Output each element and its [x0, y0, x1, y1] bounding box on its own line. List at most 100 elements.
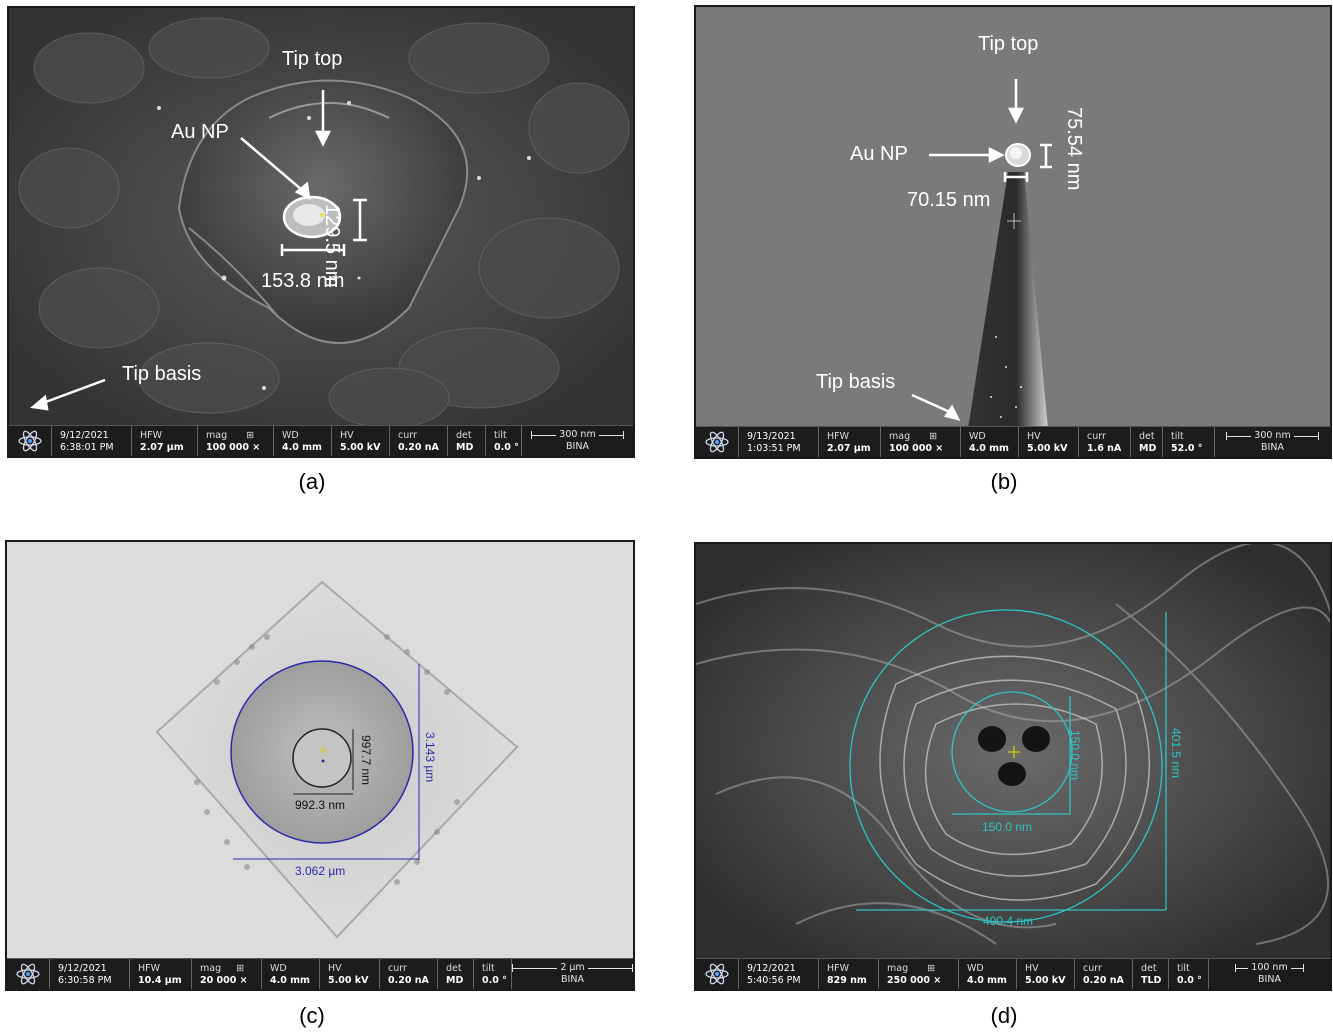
bar-date: 9/13/2021	[747, 430, 796, 442]
bar-curr-label: curr	[388, 962, 407, 974]
bar-date: 9/12/2021	[60, 429, 109, 441]
bar-time: 6:38:01 PM	[60, 441, 114, 453]
bar-mag-label: mag ⊞	[206, 429, 255, 441]
bar-hfw-label: HFW	[138, 962, 161, 974]
bar-date: 9/12/2021	[58, 962, 107, 974]
bar-hfw: 829 nm	[827, 974, 867, 986]
bar-wd-label: WD	[969, 430, 986, 442]
bar-hfw: 10.4 µm	[138, 974, 182, 986]
bar-mag: 100 000 ×	[206, 441, 261, 453]
bar-hv-label: HV	[340, 429, 354, 441]
bar-curr-label: curr	[1083, 962, 1102, 974]
atom-icon	[696, 427, 739, 457]
sem-panel-c: 997.7 nm 992.3 nm 3.143 µm 3.062 µm 9/12…	[5, 540, 635, 991]
bar-det-label: det	[1139, 430, 1155, 442]
bar-hfw-label: HFW	[140, 429, 163, 441]
grid-icon: ⊞	[929, 430, 938, 442]
label-tip-top: Tip top	[978, 33, 1039, 55]
bar-hfw: 2.07 µm	[827, 442, 871, 454]
info-bar-a: 9/12/2021 6:38:01 PM HFW 2.07 µm mag ⊞ 100 …	[9, 425, 633, 456]
bar-tilt: 0.0 °	[482, 974, 507, 986]
bar-det: MD	[446, 974, 464, 986]
bar-curr-label: curr	[398, 429, 417, 441]
sem-image-b	[696, 7, 1330, 429]
sem-panel-b: Tip top Au NP Tip basis 75.54 nm 70.15 n…	[694, 5, 1332, 459]
bar-tilt-label: tilt	[1171, 430, 1184, 442]
bar-mag: 100 000 ×	[889, 442, 944, 454]
bar-tilt: 0.0 °	[1177, 974, 1202, 986]
info-bar-d: 9/12/2021 5:40:56 PM HFW 829 nm mag ⊞ 250 0…	[696, 958, 1330, 989]
bar-date: 9/12/2021	[747, 962, 796, 974]
bar-tilt-label: tilt	[482, 962, 495, 974]
bar-hv-label: HV	[1025, 962, 1039, 974]
caption-c: (c)	[299, 1003, 325, 1028]
label-outer-height-c: 3.143 µm	[423, 732, 437, 783]
label-tip-top: Tip top	[282, 48, 343, 70]
bar-mag-label: mag ⊞	[889, 430, 938, 442]
label-au-np: Au NP	[171, 121, 229, 143]
sem-image-a	[9, 8, 633, 428]
bar-lab: BINA	[1261, 442, 1284, 453]
bar-wd: 4.0 mm	[282, 441, 322, 453]
atom-icon	[7, 959, 50, 989]
grid-icon: ⊞	[246, 429, 255, 441]
bar-wd-label: WD	[270, 962, 287, 974]
bar-mag-label: mag ⊞	[200, 962, 245, 974]
label-outer-width-d: 400.4 nm	[983, 914, 1034, 928]
bar-lab: BINA	[1258, 974, 1281, 985]
bar-det: MD	[1139, 442, 1157, 454]
bar-curr: 0.20 nA	[1083, 974, 1124, 986]
bar-time: 6:30:58 PM	[58, 974, 112, 986]
bar-wd-label: WD	[967, 962, 984, 974]
bar-lab: BINA	[561, 974, 584, 985]
bar-mag: 250 000 ×	[887, 974, 942, 986]
bar-det-label: det	[456, 429, 472, 441]
bar-wd: 4.0 mm	[969, 442, 1009, 454]
bar-wd: 4.0 mm	[270, 974, 310, 986]
bar-det: TLD	[1141, 974, 1162, 986]
atom-icon	[9, 426, 52, 456]
bar-time: 1:03:51 PM	[747, 442, 801, 454]
bar-hfw-label: HFW	[827, 962, 850, 974]
sem-image-c	[7, 542, 633, 961]
atom-icon	[696, 959, 739, 989]
sem-panel-a: Tip top Au NP Tip basis 129.5 nm 153.8 n…	[7, 6, 635, 458]
sem-image-d	[696, 544, 1330, 961]
bar-det-label: det	[446, 962, 462, 974]
bar-tilt: 0.0 °	[494, 441, 519, 453]
label-tip-basis: Tip basis	[122, 363, 202, 385]
label-inner-width-d: 150.0 nm	[982, 820, 1033, 834]
label-width-b: 70.15 nm	[907, 189, 991, 211]
bar-hv: 5.00 kV	[1025, 974, 1066, 986]
bar-hfw: 2.07 µm	[140, 441, 184, 453]
scale-bar: 100 nm BINA	[1209, 959, 1330, 989]
sem-panel-d: 150.0 nm 150.0 nm 401.5 nm 400.4 nm 9/12…	[694, 542, 1332, 991]
bar-tilt-label: tilt	[494, 429, 507, 441]
label-tip-basis: Tip basis	[816, 371, 896, 393]
bar-time: 5:40:56 PM	[747, 974, 801, 986]
bar-hfw-label: HFW	[827, 430, 850, 442]
label-height-b: 75.54 nm	[1063, 107, 1085, 191]
bar-wd: 4.0 mm	[967, 974, 1007, 986]
label-outer-width-c: 3.062 µm	[295, 864, 346, 878]
label-width-a: 153.8 nm	[261, 270, 345, 292]
bar-mag-label: mag ⊞	[887, 962, 936, 974]
label-inner-height-d: 150.0 nm	[1068, 730, 1082, 781]
bar-hv-label: HV	[328, 962, 342, 974]
bar-lab: BINA	[566, 441, 589, 452]
caption-b: (b)	[990, 469, 1018, 494]
scale-bar: 2 µm BINA	[512, 959, 633, 989]
bar-curr: 0.20 nA	[388, 974, 429, 986]
info-bar-c: 9/12/2021 6:30:58 PM HFW 10.4 µm mag ⊞ 20 0…	[7, 958, 633, 989]
label-inner-height-c: 997.7 nm	[359, 735, 373, 786]
caption-d: (d)	[990, 1003, 1018, 1028]
bar-tilt-label: tilt	[1177, 962, 1190, 974]
scale-bar: 300 nm BINA	[1215, 427, 1330, 457]
info-bar-b: 9/13/2021 1:03:51 PM HFW 2.07 µm mag ⊞ 100 …	[696, 426, 1330, 457]
bar-wd-label: WD	[282, 429, 299, 441]
bar-det-label: det	[1141, 962, 1157, 974]
grid-icon: ⊞	[236, 962, 245, 974]
bar-det: MD	[456, 441, 474, 453]
label-inner-width-c: 992.3 nm	[295, 798, 346, 812]
label-au-np: Au NP	[850, 143, 908, 165]
